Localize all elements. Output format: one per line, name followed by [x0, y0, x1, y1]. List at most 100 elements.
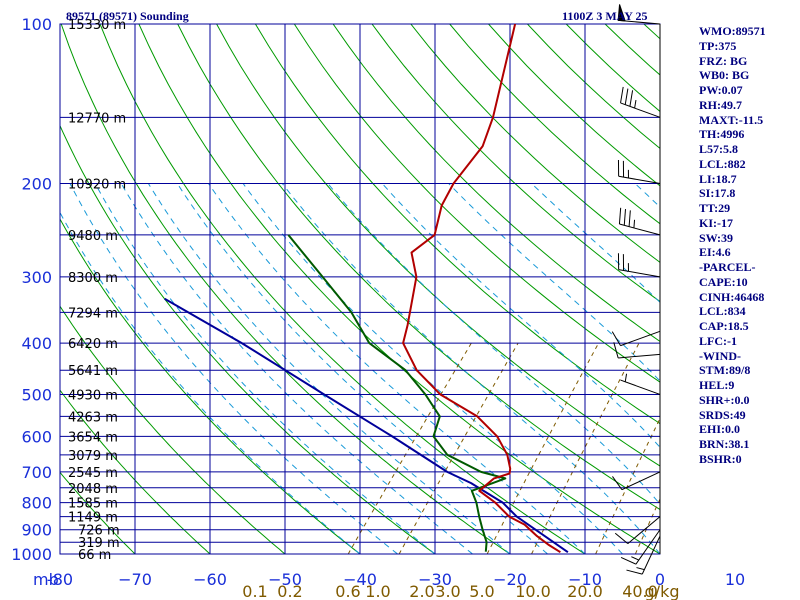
index-item: LI:18.7	[699, 171, 737, 186]
index-item: FRZ: BG	[699, 53, 748, 68]
moist-adiabat	[531, 183, 660, 304]
moist-adiabat	[281, 183, 660, 554]
dry-adiabat	[60, 24, 511, 554]
wind-barb-half-flag	[633, 219, 636, 228]
index-item: -WIND-	[699, 348, 741, 363]
dry-adiabat	[760, 24, 800, 554]
wind-barb-staff	[620, 379, 661, 395]
wind-barb-staff	[619, 223, 661, 236]
dry-adiabat	[99, 24, 586, 554]
height-label: 1585 m	[68, 497, 118, 512]
moist-adiabat	[448, 183, 660, 382]
wind-barb	[612, 471, 661, 491]
pressure-tick-label: 800	[21, 494, 52, 513]
mixing-ratio-label: 10.0	[515, 582, 551, 600]
height-label: 15330 m	[68, 18, 126, 33]
height-label: 4263 m	[68, 410, 118, 425]
mixing-ratio-unit-label: g/kg	[645, 582, 680, 600]
wind-barb-staff	[618, 353, 661, 359]
wind-barb-staff	[618, 175, 661, 185]
mixing-ratio-label: 0.1	[242, 582, 267, 600]
mixing-ratio-label: 3.0	[435, 582, 460, 600]
height-label: 9480 m	[68, 229, 118, 244]
height-labels: 15330 m 12770 m 10920 m 9480 m 8300 m 7294 m 6…	[68, 18, 126, 563]
wind-barb	[611, 330, 661, 347]
temperature-tick-label: −60	[193, 570, 227, 589]
index-item: SI:17.8	[699, 186, 736, 201]
height-label: 3079 m	[68, 449, 118, 464]
index-item: KI:-17	[699, 215, 733, 230]
wind-barb-flag	[611, 331, 621, 346]
mixing-ratio-label: 40.0	[622, 582, 658, 600]
index-item: STM:89/8	[699, 363, 751, 378]
wind-barb	[620, 86, 661, 118]
wind-barb-flag	[623, 209, 627, 226]
moist-adiabat	[176, 183, 548, 554]
height-label: 8300 m	[68, 271, 118, 286]
wind-barb-flag	[612, 476, 623, 490]
index-item: SHR+:0.0	[699, 392, 750, 407]
wind-barb-half-flag	[631, 556, 639, 561]
index-item: CINH:46468	[699, 289, 765, 304]
moist-adiabat	[120, 183, 473, 554]
height-label: 3654 m	[68, 430, 118, 445]
index-item: TP:375	[699, 38, 737, 53]
wind-profile	[611, 4, 661, 575]
pressure-tick-label: 600	[21, 427, 52, 446]
mixing-ratio-label: 0.6	[335, 582, 360, 600]
temperature-tick-label: −50	[268, 570, 302, 589]
height-label: 66 m	[78, 548, 111, 563]
wind-barb-staff	[635, 529, 661, 565]
wind-barb-half-flag	[636, 567, 645, 571]
index-item: RH:49.7	[699, 97, 742, 112]
pressure-tick-label: 100	[21, 15, 52, 34]
parcel-path	[164, 297, 569, 554]
wind-barb	[614, 516, 661, 544]
mixing-ratio-line	[398, 342, 519, 554]
wind-barb-staff	[620, 102, 661, 118]
index-item: LFC:-1	[699, 333, 737, 348]
indices-list: WMO:89571 TP:375 FRZ: BG WB0: BG PW:0.07 RH:4…	[699, 24, 766, 467]
height-label: 319 m	[78, 536, 120, 551]
index-item: BSHR:0	[699, 451, 742, 466]
wind-barb	[620, 373, 661, 395]
wind-barb-flag	[628, 210, 631, 227]
mixing-ratio-label: 2.0	[409, 582, 434, 600]
wind-barb-flag	[629, 90, 634, 107]
wind-barb-flag	[620, 556, 637, 565]
wind-barb-staff	[627, 516, 661, 544]
index-item: SRDS:49	[699, 407, 746, 422]
pressure-tick-label: 900	[21, 521, 52, 540]
pressure-tick-label: 200	[21, 175, 52, 194]
index-item: HEL:9	[699, 378, 735, 392]
wind-barb-pennant	[617, 4, 626, 22]
temperature-tick-label: 0	[655, 570, 665, 589]
height-label: 6420 m	[68, 337, 118, 352]
temperature-tick-label: −40	[343, 570, 377, 589]
temperature-tick-label: 10	[725, 570, 745, 589]
grid	[59, 23, 661, 555]
pressure-tick-label: 700	[21, 463, 52, 482]
wind-barb	[613, 342, 661, 359]
wind-barb	[618, 207, 661, 236]
temperature-line	[402, 24, 561, 554]
wind-barb-staff	[620, 330, 661, 347]
pressure-unit-label: mb	[33, 570, 59, 589]
wind-barb-flag	[620, 86, 624, 104]
wind-barb-flag	[626, 569, 643, 575]
index-item: TH:4996	[699, 127, 745, 142]
height-label: 726 m	[78, 524, 120, 539]
index-item: MAXT:-11.5	[699, 112, 764, 127]
mixing-ratio-label: 20.0	[567, 582, 603, 600]
station-title: 89571 (89571) Sounding	[66, 9, 189, 23]
wind-barb	[617, 4, 661, 25]
wind-barb-staff	[621, 471, 661, 491]
height-label: 2545 m	[68, 466, 118, 481]
index-item: CAP:18.5	[699, 319, 749, 333]
index-item: PW:0.07	[699, 83, 743, 97]
pressure-tick-label: 300	[21, 268, 52, 287]
mixing-ratio-label: 0.2	[277, 582, 302, 600]
temperature-tick-label: -80	[47, 570, 73, 589]
